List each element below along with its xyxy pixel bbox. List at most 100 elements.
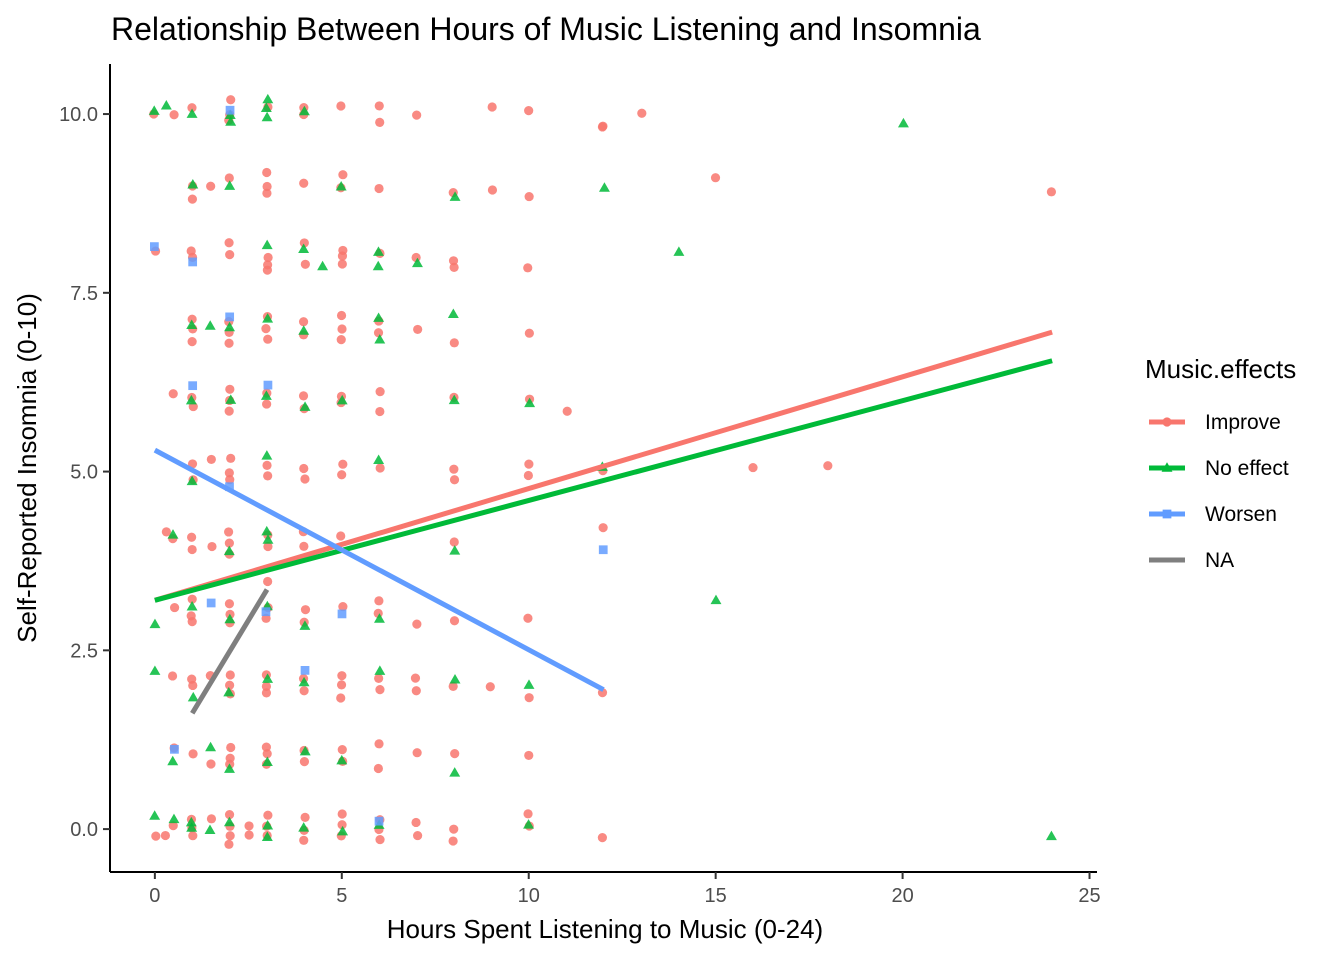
data-point-no-effect xyxy=(336,394,348,405)
data-point-no-effect xyxy=(224,763,235,773)
data-point-no-effect xyxy=(168,813,180,824)
data-point-improve xyxy=(262,399,272,409)
data-point-improve xyxy=(298,317,309,327)
data-point-improve xyxy=(188,749,198,759)
data-point-improve xyxy=(375,463,385,473)
data-point-improve xyxy=(487,102,497,112)
data-point-improve xyxy=(187,337,197,347)
data-point-worsen xyxy=(206,598,216,608)
data-point-improve xyxy=(337,324,347,334)
data-point-no-effect xyxy=(448,394,460,405)
data-point-improve xyxy=(373,763,383,774)
data-point-no-effect xyxy=(524,397,536,408)
data-point-no-effect xyxy=(167,529,179,539)
data-point-improve xyxy=(524,106,534,116)
data-point-no-effect xyxy=(449,673,461,684)
data-point-improve xyxy=(263,334,273,344)
data-point-improve xyxy=(169,110,179,120)
data-point-improve xyxy=(374,673,384,683)
data-point-no-effect xyxy=(204,824,216,835)
data-point-improve xyxy=(206,454,216,465)
data-point-improve xyxy=(299,463,309,474)
data-point-improve xyxy=(225,670,235,680)
data-point-improve xyxy=(338,170,348,180)
data-point-no-effect xyxy=(223,686,235,697)
y-tick-label: 10.0 xyxy=(59,104,98,126)
data-point-improve xyxy=(375,117,385,128)
data-point-worsen xyxy=(225,312,235,322)
data-point-improve xyxy=(523,263,533,273)
data-point-improve xyxy=(224,468,234,478)
chart-title: Relationship Between Hours of Music List… xyxy=(111,11,981,47)
data-point-no-effect xyxy=(298,105,310,116)
data-point-no-effect xyxy=(523,679,535,689)
legend-label: NA xyxy=(1205,549,1234,572)
data-point-improve xyxy=(263,471,273,481)
data-point-no-effect xyxy=(262,93,274,104)
data-point-no-effect xyxy=(262,820,274,830)
plot-area xyxy=(148,93,1057,849)
data-point-improve xyxy=(336,335,346,345)
data-point-improve xyxy=(167,671,178,681)
data-point-improve xyxy=(262,167,272,178)
data-point-no-effect xyxy=(372,260,384,271)
legend-title: Music.effects xyxy=(1145,354,1296,384)
data-point-worsen xyxy=(225,105,235,115)
data-point-improve xyxy=(226,453,236,463)
data-point-improve xyxy=(449,464,459,474)
data-point-improve xyxy=(449,616,460,626)
data-point-improve xyxy=(337,259,347,269)
data-point-improve xyxy=(262,460,272,471)
data-point-no-effect xyxy=(298,243,310,254)
data-point-improve xyxy=(413,830,423,841)
data-point-improve xyxy=(337,470,347,480)
y-tick-label: 2.5 xyxy=(70,640,98,662)
data-point-improve xyxy=(206,814,217,824)
data-point-no-effect xyxy=(186,822,198,832)
data-point-improve xyxy=(298,391,309,401)
data-point-improve xyxy=(411,686,421,696)
data-point-no-effect xyxy=(598,182,610,192)
data-point-improve xyxy=(224,238,234,248)
data-point-no-effect xyxy=(299,620,311,630)
data-point-no-effect xyxy=(261,756,273,767)
data-point-no-effect xyxy=(187,178,199,189)
data-point-improve xyxy=(261,681,272,692)
data-point-no-effect xyxy=(710,594,722,605)
data-point-improve xyxy=(187,314,197,324)
data-point-no-effect xyxy=(148,105,160,115)
data-point-no-effect xyxy=(335,181,347,191)
data-point-improve xyxy=(412,619,422,629)
data-point-no-effect xyxy=(298,325,310,335)
data-point-no-effect xyxy=(261,525,273,536)
data-point-improve xyxy=(263,576,273,587)
data-point-no-effect xyxy=(204,320,216,330)
data-point-no-effect xyxy=(373,246,384,256)
data-point-no-effect xyxy=(160,99,172,110)
data-point-no-effect xyxy=(449,767,461,777)
data-point-improve xyxy=(263,252,273,263)
data-point-improve xyxy=(450,749,460,759)
x-tick-label: 20 xyxy=(891,885,913,907)
data-point-improve xyxy=(823,461,833,471)
data-point-improve xyxy=(449,824,459,834)
data-point-improve xyxy=(336,101,346,111)
data-point-improve xyxy=(336,531,346,541)
trend-layer xyxy=(153,329,1053,715)
data-point-improve xyxy=(224,338,234,348)
data-point-no-effect xyxy=(167,755,179,766)
data-point-improve xyxy=(300,812,310,822)
data-point-improve xyxy=(225,831,235,841)
data-point-no-effect xyxy=(373,613,385,623)
x-tick-label: 10 xyxy=(518,885,540,907)
data-point-no-effect xyxy=(897,117,909,128)
data-point-improve xyxy=(299,541,309,551)
data-point-no-effect xyxy=(187,691,199,702)
data-point-improve xyxy=(300,605,311,615)
data-point-improve xyxy=(373,328,384,338)
data-point-improve xyxy=(523,613,533,623)
x-tick-label: 15 xyxy=(705,885,727,907)
data-point-improve xyxy=(524,750,534,761)
data-point-improve xyxy=(448,681,458,692)
